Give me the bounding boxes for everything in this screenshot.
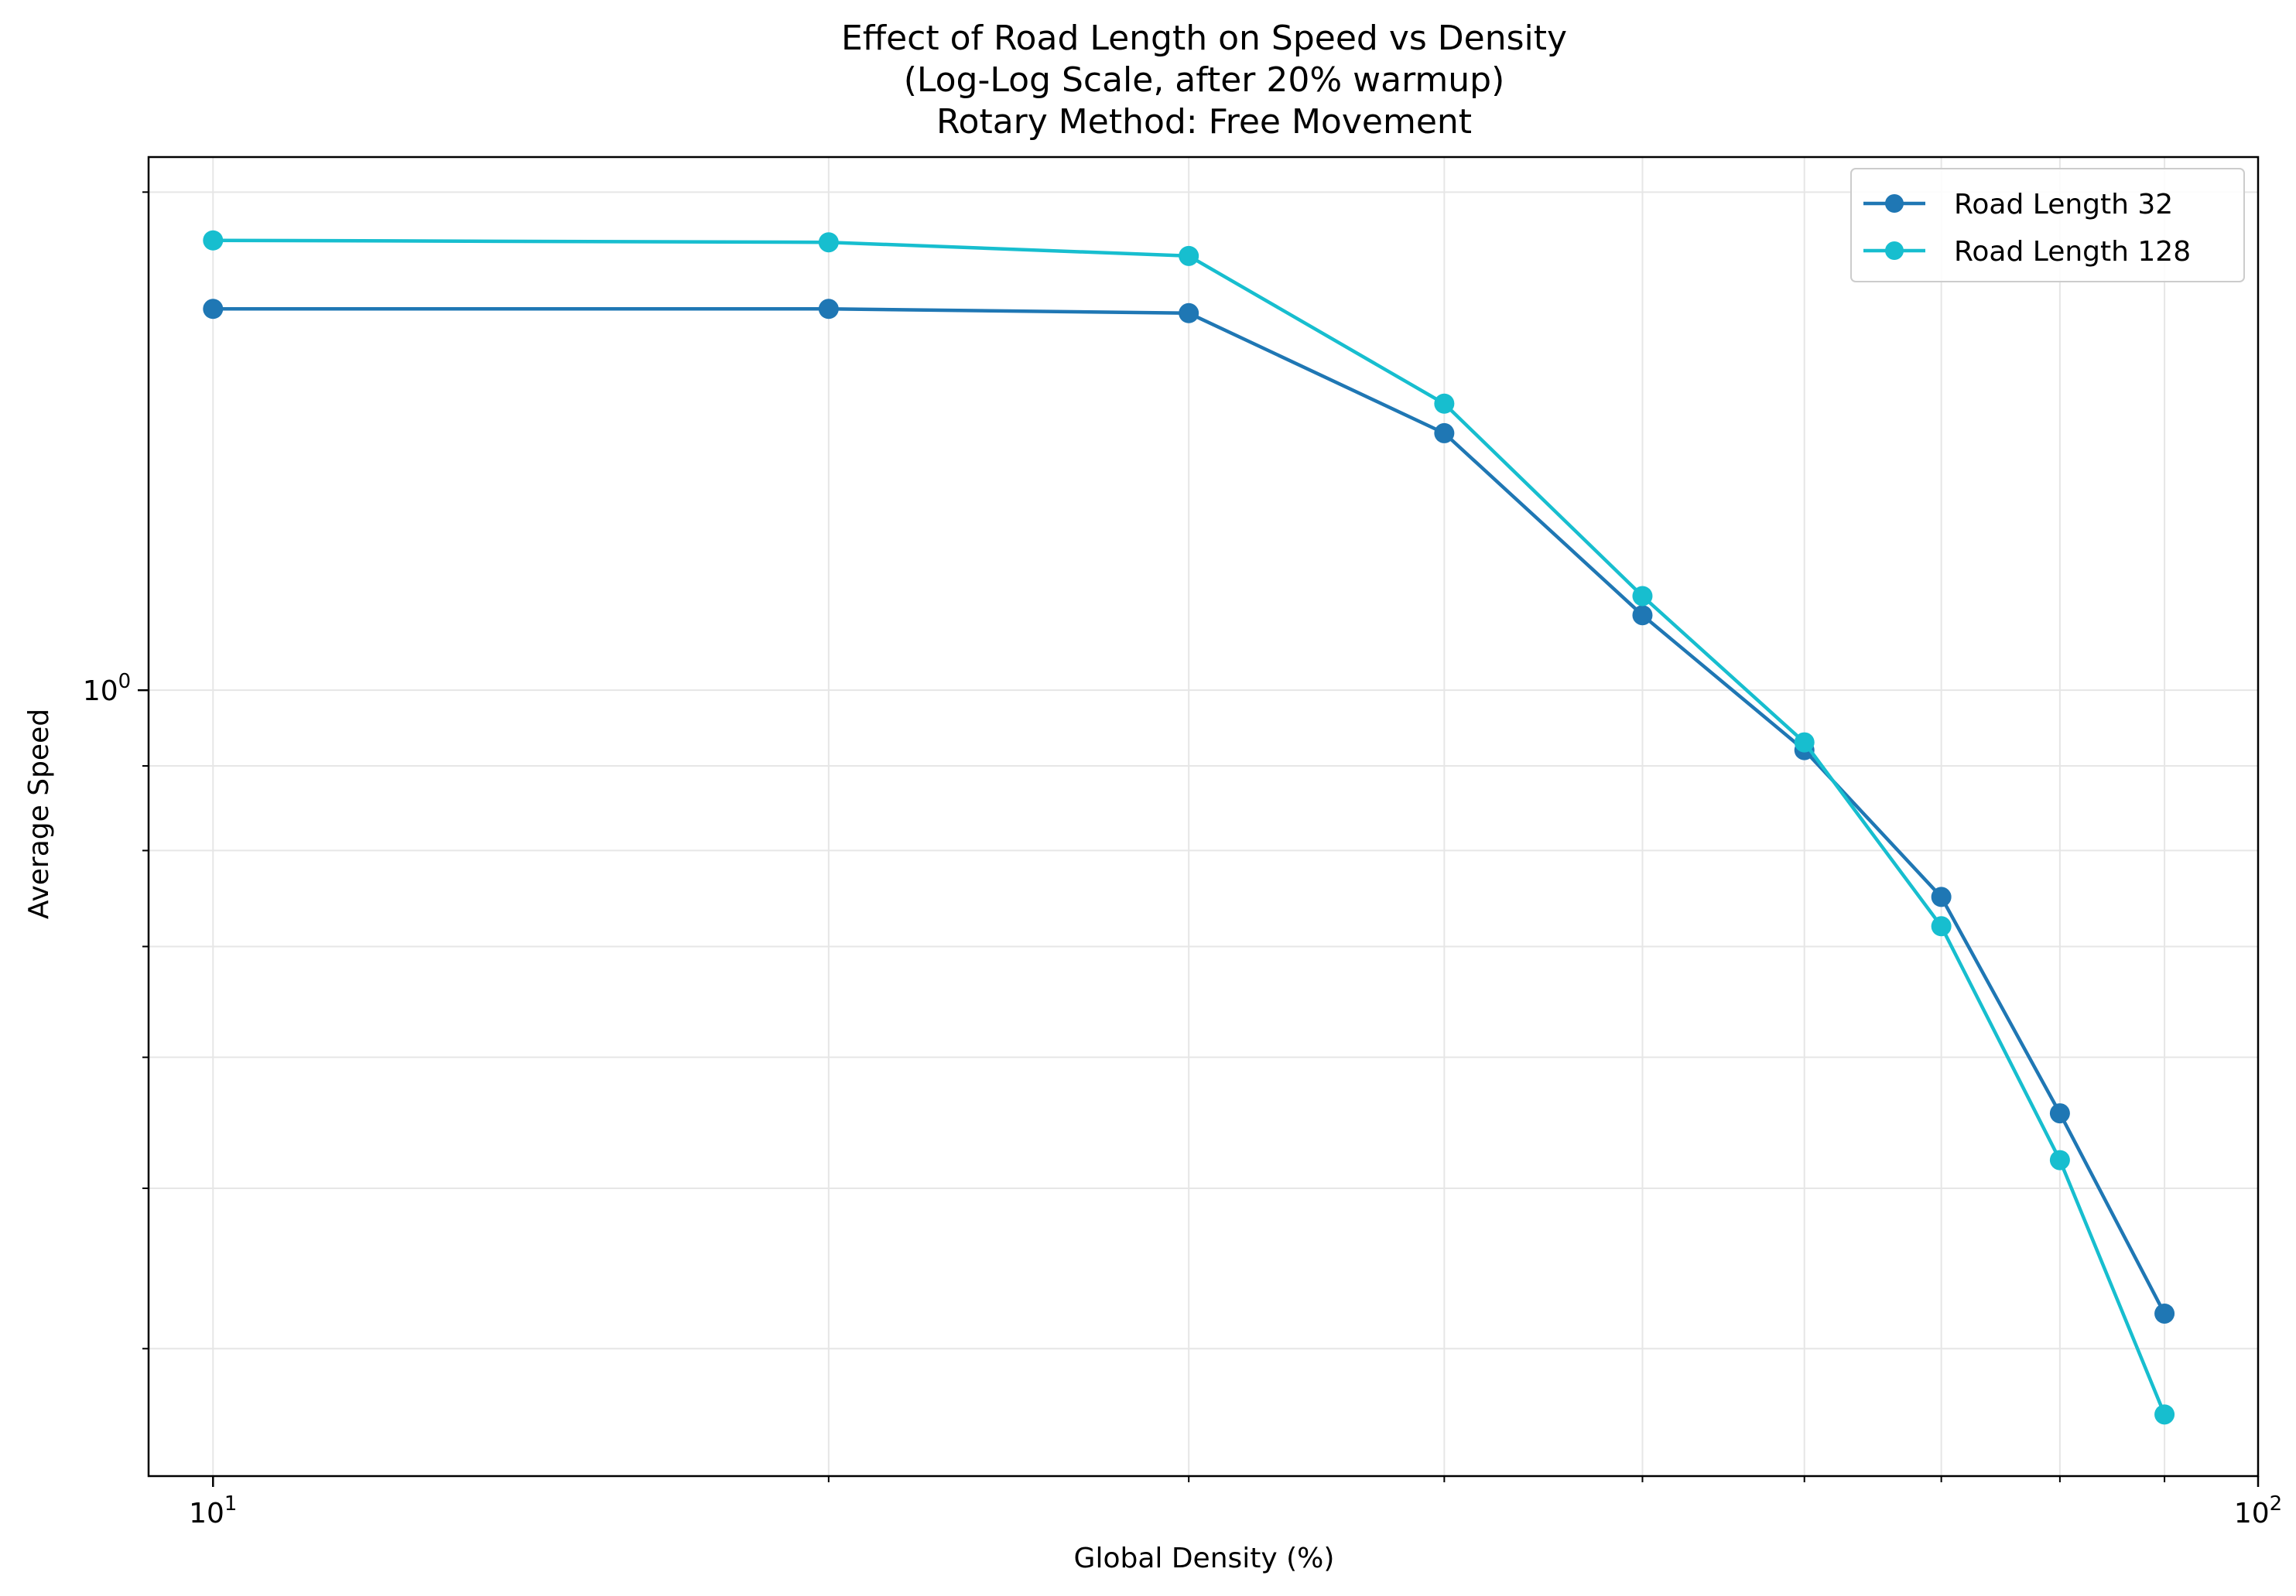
series-2-point: [2049, 1150, 2070, 1171]
legend-box: [1850, 168, 2245, 282]
chart-title-line-3: Rotary Method: Free Movement: [936, 102, 1472, 142]
series-2-point: [818, 232, 839, 253]
chart-title-line-2: (Log-Log Scale, after 20% warmup): [904, 60, 1505, 100]
series-1-point: [2049, 1103, 2070, 1124]
series-2-point: [203, 230, 224, 251]
series-2-point: [1179, 245, 1199, 266]
series-2-point: [1434, 393, 1455, 414]
x-tick-label: 101: [189, 1492, 237, 1529]
legend-marker-road-length-32: [1885, 194, 1904, 213]
series-2-point: [2154, 1404, 2175, 1425]
x-tick-label: 102: [2234, 1492, 2282, 1529]
series-layer: [203, 230, 2175, 1425]
grid: [149, 157, 2259, 1476]
legend-label-road-length-32: Road Length 32: [1954, 189, 2173, 220]
series-1-point: [1434, 422, 1455, 443]
legend-label-road-length-128: Road Length 128: [1954, 236, 2191, 268]
series-1-point: [1179, 302, 1199, 323]
y-tick-label: 100: [83, 670, 131, 707]
series-1-point: [1931, 887, 1952, 907]
legend-marker-road-length-128: [1885, 241, 1904, 260]
series-1-point: [2154, 1303, 2175, 1324]
series-1-point: [1632, 605, 1653, 626]
y-axis-label: Average Speed: [23, 709, 55, 919]
series-2-point: [1632, 586, 1653, 607]
series-1-point: [203, 299, 224, 320]
x-axis-label: Global Density (%): [1074, 1543, 1335, 1574]
series-2-point: [1931, 916, 1952, 937]
legend: Road Length 32 Road Length 128: [1850, 168, 2245, 282]
plot-frame: [147, 155, 2260, 1478]
series-2-point: [1794, 732, 1815, 753]
axis-ticks: 101 102 100: [83, 191, 2282, 1529]
series-1-point: [818, 299, 839, 320]
chart-title-line-1: Effect of Road Length on Speed vs Densit…: [841, 19, 1567, 58]
